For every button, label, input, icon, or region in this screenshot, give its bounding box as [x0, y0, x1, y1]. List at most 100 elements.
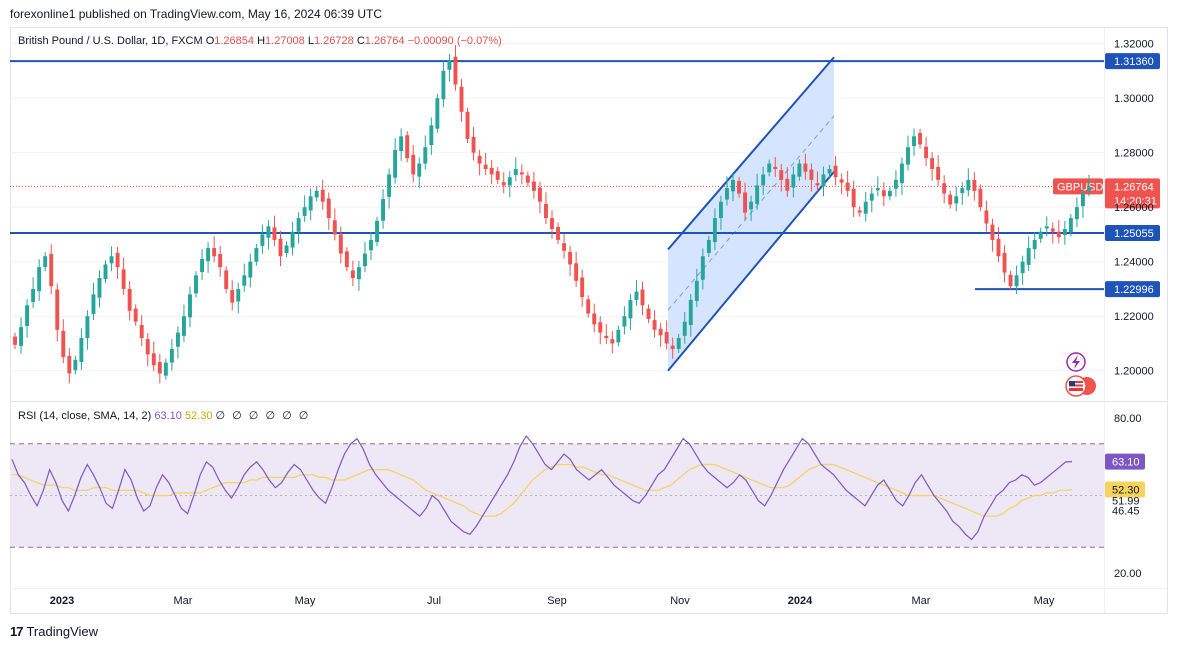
candle-body [79, 338, 84, 363]
tradingview-logo-icon: 17 [10, 624, 24, 639]
us-flag-icon[interactable] [1065, 375, 1096, 397]
candle-body [731, 179, 735, 192]
candle-body [441, 70, 446, 100]
time-tick-label: Mar [174, 595, 193, 607]
rsi-current-value: 63.10 [154, 410, 182, 422]
candle-body [1020, 261, 1025, 274]
candle-body [320, 189, 325, 202]
candle-body [465, 111, 470, 140]
candle-body [507, 177, 512, 186]
candle-body [537, 187, 542, 202]
published-line: forexonline1 published on TradingView.co… [10, 7, 383, 21]
candle-body [61, 330, 66, 358]
candle-body [290, 231, 295, 248]
candle-body [821, 174, 826, 187]
candle-body [67, 356, 72, 374]
candle-body [670, 345, 675, 349]
candle-body [519, 172, 524, 175]
candle-body [248, 261, 253, 278]
candle-body [206, 248, 211, 262]
symbol-legend[interactable]: British Pound / U.S. Dollar, 1D, FXCM O 1… [18, 35, 502, 47]
candle-body [1038, 231, 1043, 239]
candle-body [417, 163, 422, 177]
candle-body [851, 188, 856, 208]
price-tick-label: 1.28000 [1114, 148, 1154, 160]
candle-body [791, 174, 796, 188]
level-price-label: 1.25055 [1114, 228, 1154, 240]
candle-body [224, 270, 229, 289]
rsi-marker-tag [1105, 481, 1145, 498]
time-tick-label: Mar [912, 595, 931, 607]
candle-body [121, 269, 126, 289]
candle-body [779, 170, 784, 180]
last-price-label: 1.26764 [1114, 181, 1154, 193]
candle-body [1056, 231, 1061, 238]
time-tick-label: Nov [670, 595, 690, 607]
candle-body [31, 288, 36, 303]
rsi-legend[interactable]: RSI (14, close, SMA, 14, 2) 63.10 52.30 … [18, 409, 310, 422]
candle-body [230, 290, 235, 303]
candle-body [338, 234, 343, 254]
rsi-marker-label: 63.10 [1112, 457, 1140, 469]
time-axis: 2023 Mar May Jul Sep Nov 2024 Mar May [50, 595, 1055, 607]
candle-body [574, 263, 579, 281]
candle-body [423, 147, 428, 164]
price-tick-label: 1.24000 [1114, 257, 1154, 269]
open-label: O [205, 35, 215, 47]
candle-body [978, 188, 983, 208]
candle-body [984, 210, 989, 224]
rsi-tick-label: 20.00 [1114, 568, 1142, 580]
candle-body [151, 353, 156, 366]
candle-body [688, 299, 693, 325]
time-tick-label: Jul [427, 595, 441, 607]
low-value: 1.26728 [313, 35, 354, 47]
horizontal-levels: 1.31360 1.25055 1.22996 GBPUSD 1.26764 14:20:… [10, 53, 1160, 298]
candle-body [1062, 228, 1067, 235]
candle-body [827, 169, 832, 174]
candle-body [610, 339, 615, 344]
lightning-icon[interactable] [1066, 352, 1086, 372]
candle-body [664, 332, 669, 344]
candle-body [254, 248, 259, 262]
candle-body [1002, 252, 1007, 273]
candle-body [990, 224, 995, 240]
candle-body [839, 179, 844, 183]
price-grid [10, 43, 1104, 372]
time-tick-label: May [1034, 595, 1055, 607]
candle-body [411, 154, 416, 175]
rsi-marker-label: 46.45 [1112, 506, 1140, 518]
candle-body [350, 270, 355, 279]
candle-body [393, 149, 398, 178]
time-tick-label: May [295, 595, 316, 607]
level-price-label: 1.22996 [1114, 284, 1154, 296]
candle-body [966, 179, 971, 191]
candle-body [477, 155, 482, 164]
candle-body [344, 251, 349, 268]
candle-body [200, 258, 205, 273]
channel-upper-line[interactable] [667, 56, 835, 251]
change-value: −0.00090 (−0.07%) [407, 35, 502, 47]
rsi-sma-value: 52.30 [184, 410, 213, 422]
candle-body [266, 226, 271, 238]
candle-body [429, 125, 434, 146]
rsi-pane [10, 434, 1104, 548]
candle-body [767, 163, 772, 173]
candle-body [188, 294, 192, 318]
candle-body [181, 316, 186, 336]
candle-body [568, 251, 573, 265]
candle-body [954, 196, 959, 204]
level-price-tag [1105, 224, 1160, 241]
candle-body [893, 179, 898, 189]
candle-body [646, 308, 651, 319]
symbol-title: British Pound / U.S. Dollar, 1D, FXCM [18, 35, 203, 47]
candle-body [103, 264, 108, 280]
countdown-label: 14:20:31 [1114, 195, 1157, 207]
candle-body [459, 86, 464, 112]
candle-body [471, 136, 476, 153]
tradingview-brand[interactable]: 17 TradingView [10, 624, 98, 639]
candle-body [284, 245, 289, 253]
candle-body [809, 169, 814, 180]
price-tick-label: 1.22000 [1114, 311, 1154, 323]
channel-lower-line[interactable] [667, 171, 835, 372]
